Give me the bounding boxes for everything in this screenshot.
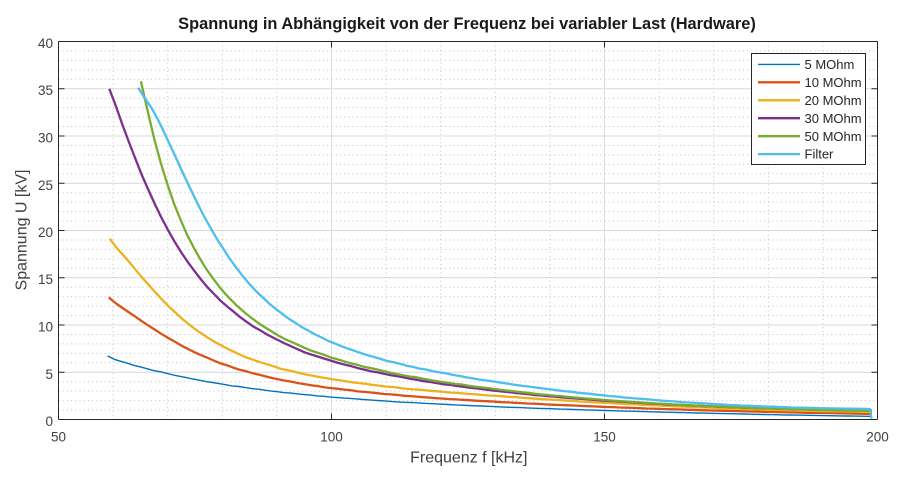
svg-text:15: 15: [38, 272, 53, 287]
svg-text:10 MOhm: 10 MOhm: [805, 75, 862, 90]
svg-text:5: 5: [45, 367, 53, 382]
svg-text:20: 20: [38, 225, 53, 240]
svg-text:35: 35: [38, 83, 53, 98]
svg-text:50: 50: [51, 429, 66, 444]
svg-text:50 MOhm: 50 MOhm: [805, 129, 862, 144]
svg-text:0: 0: [45, 414, 53, 429]
svg-text:150: 150: [593, 429, 616, 444]
svg-text:Spannung U [kV]: Spannung U [kV]: [13, 170, 30, 291]
svg-text:30: 30: [38, 131, 53, 146]
svg-text:200: 200: [866, 429, 889, 444]
svg-text:Spannung in Abhängigkeit von d: Spannung in Abhängigkeit von der Frequen…: [178, 15, 756, 33]
svg-text:40: 40: [38, 36, 53, 51]
svg-text:25: 25: [38, 178, 53, 193]
svg-text:5 MOhm: 5 MOhm: [805, 57, 855, 72]
svg-text:Frequenz f [kHz]: Frequenz f [kHz]: [410, 450, 527, 467]
svg-text:100: 100: [320, 429, 343, 444]
svg-text:Filter: Filter: [805, 147, 835, 162]
svg-text:20 MOhm: 20 MOhm: [805, 93, 862, 108]
svg-text:10: 10: [38, 320, 53, 335]
svg-text:30 MOhm: 30 MOhm: [805, 111, 862, 126]
